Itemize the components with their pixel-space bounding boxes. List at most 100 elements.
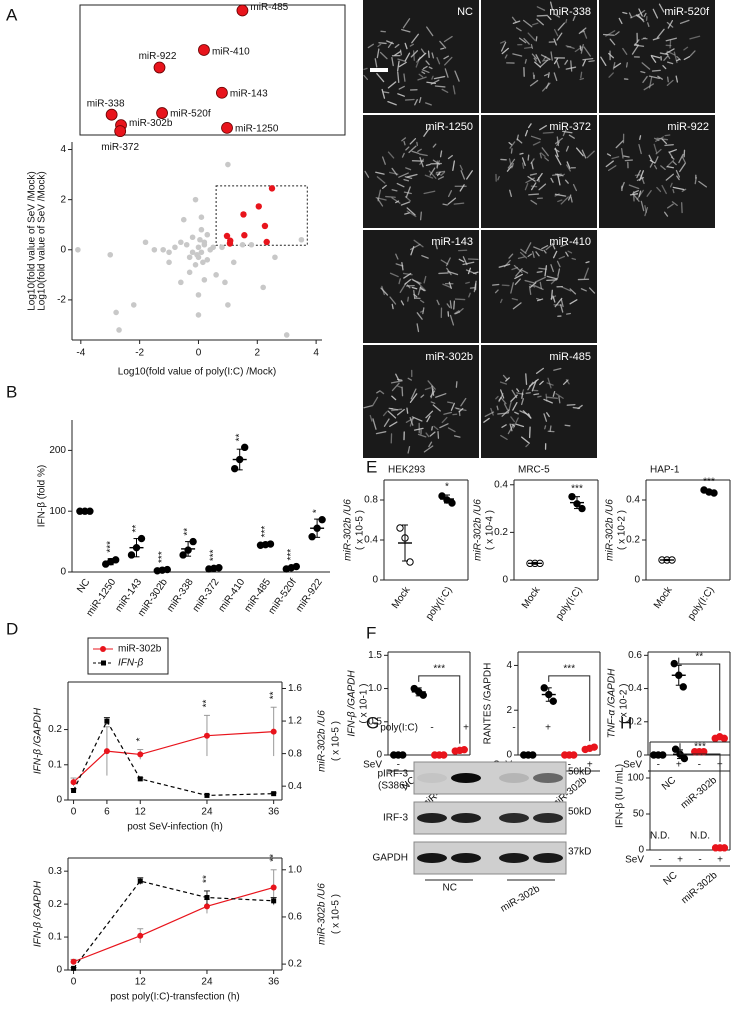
panel-label: D xyxy=(6,619,18,638)
point-label: miR-922 xyxy=(139,51,177,62)
series-line xyxy=(74,887,274,961)
point xyxy=(196,254,202,260)
y-axis-unit: ( x 10-4 ) xyxy=(485,510,496,550)
image-label: miR-338 xyxy=(549,6,591,18)
point xyxy=(75,247,81,253)
x-tick-label: 6 xyxy=(104,807,110,818)
mitochondria xyxy=(567,405,575,406)
significance: ** xyxy=(268,691,279,699)
mitochondria xyxy=(454,301,455,309)
significance: * xyxy=(312,509,323,513)
mitochondria xyxy=(545,426,546,429)
point xyxy=(104,719,109,724)
point xyxy=(196,244,202,250)
y-tick-label: 0.8 xyxy=(364,495,378,506)
series-line xyxy=(74,881,274,968)
point xyxy=(71,966,76,971)
image-label: miR-1250 xyxy=(425,121,473,133)
mitochondria xyxy=(401,50,402,55)
chart-title: MRC-5 xyxy=(518,465,550,476)
point xyxy=(138,776,143,781)
mitochondria xyxy=(668,77,669,82)
y-tick-label: 4 xyxy=(506,660,512,671)
y-tick-label: 0.1 xyxy=(48,932,62,943)
y2-tick-label: 0.2 xyxy=(288,959,302,970)
point xyxy=(137,933,143,939)
image-label: miR-485 xyxy=(549,351,591,363)
y-axis-label: IFN-β (fold %) xyxy=(37,465,48,527)
blot-band xyxy=(499,813,529,823)
y-tick-label: 0.4 xyxy=(364,535,378,546)
x-tick-label: - xyxy=(657,760,660,771)
point xyxy=(202,277,208,283)
point xyxy=(187,270,193,276)
point xyxy=(271,898,276,903)
significance: ** xyxy=(234,433,245,441)
legend-label: miR-302b xyxy=(118,644,162,655)
significance: *** xyxy=(433,664,445,675)
y-tick-label: 0.2 xyxy=(628,716,642,727)
panel-label: E xyxy=(366,457,377,476)
y2-tick-label: 0.8 xyxy=(288,748,302,759)
mitochondria xyxy=(566,20,567,23)
x-tick-label: 36 xyxy=(268,977,280,988)
y-axis-unit: ( x 10-5 ) xyxy=(355,510,366,550)
mitochondria xyxy=(386,197,395,198)
y-tick-label: 0.4 xyxy=(628,683,642,694)
inset-point xyxy=(154,62,165,73)
y-tick-label: 0 xyxy=(60,567,66,578)
legend-marker xyxy=(100,646,106,652)
point xyxy=(190,234,196,240)
blot-row-note: (S386) xyxy=(378,781,408,792)
mitochondria xyxy=(407,408,408,413)
y-tick-label: 0.3 xyxy=(48,866,62,877)
y-tick-label: 0 xyxy=(634,575,640,586)
inset-point xyxy=(198,44,209,55)
point xyxy=(272,254,278,260)
x-tick-label: -2 xyxy=(135,348,144,359)
x-tick-label: - xyxy=(698,760,701,771)
point xyxy=(199,227,205,233)
image-label: miR-302b xyxy=(425,351,473,363)
mitochondria xyxy=(432,427,433,430)
point xyxy=(166,249,172,255)
point-label: miR-410 xyxy=(212,47,250,58)
significance: * xyxy=(135,738,146,742)
x-tick-label: Mock xyxy=(652,584,675,611)
x-tick-label: 0 xyxy=(196,348,202,359)
mitochondria xyxy=(364,68,367,69)
x-tick-label: poly(I:C) xyxy=(686,585,717,622)
point xyxy=(178,239,184,245)
group-label: miR-302b xyxy=(679,775,720,812)
mitochondria xyxy=(625,160,632,161)
y-tick-label: 0.4 xyxy=(626,495,640,506)
inset-point xyxy=(237,5,248,16)
point xyxy=(284,332,290,338)
x-axis-label: SeV xyxy=(625,855,644,866)
y-tick-label: 0.1 xyxy=(48,759,62,770)
x-tick-label: Mock xyxy=(520,584,543,611)
point xyxy=(71,779,77,785)
mitochondria xyxy=(653,70,661,71)
mitochondria xyxy=(573,408,579,409)
y-axis-label: IFN-β /GAPDH xyxy=(347,670,358,737)
mitochondria xyxy=(426,165,430,166)
x-tick-label: + xyxy=(676,760,682,771)
replicate-dot xyxy=(711,490,717,496)
x-tick-label: 12 xyxy=(135,807,147,818)
point xyxy=(210,244,216,250)
point xyxy=(219,244,225,250)
point xyxy=(143,239,149,245)
point xyxy=(178,280,184,286)
mitochondria xyxy=(520,153,523,154)
group-label: NC xyxy=(661,870,679,888)
replicate-dot xyxy=(232,465,238,471)
mitochondria xyxy=(429,51,430,57)
point xyxy=(204,903,210,909)
mitochondria xyxy=(581,72,582,77)
y-tick-label: 1.5 xyxy=(368,650,382,661)
hit-point xyxy=(241,232,247,238)
y2-tick-label: 0.4 xyxy=(288,781,302,792)
chart-title: HAP-1 xyxy=(650,465,680,476)
y-tick-label: 1.0 xyxy=(368,683,382,694)
